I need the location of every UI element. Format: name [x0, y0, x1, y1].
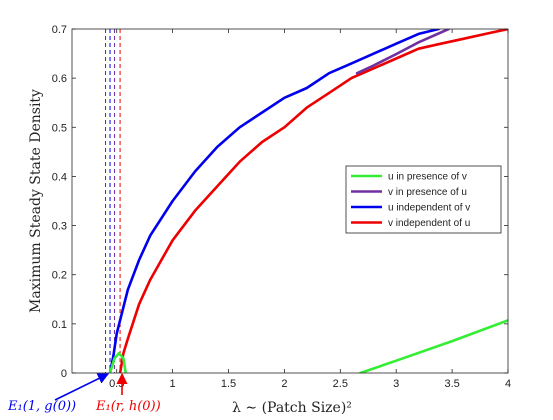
- x-tick-label: 1.5: [221, 378, 236, 390]
- y-tick-label: 0.3: [52, 221, 67, 233]
- y-tick-label: 0.5: [52, 122, 67, 134]
- series-line-v-in-presence-of-u: [355, 29, 451, 75]
- legend-label-v-independent-of-u: v independent of u: [388, 218, 470, 229]
- y-tick-label: 0.1: [52, 319, 67, 331]
- vertical-reference-lines: [105, 29, 121, 373]
- y-tick-label: 0: [61, 368, 67, 380]
- y-tick-label: 0.2: [52, 270, 67, 282]
- legend-label-u-independent-of-v: u independent of v: [388, 203, 470, 214]
- x-tick-label: 3: [393, 378, 399, 390]
- y-axis-label: Maximum Steady State Density: [28, 89, 44, 313]
- series-line-u-in-presence-of-v: [108, 319, 508, 373]
- x-tick-label: 4: [505, 378, 511, 390]
- y-axis-ticks: 0 0.1 0.2 0.3 0.4 0.5 0.6 0.7: [52, 24, 508, 380]
- series-lines: [108, 29, 508, 373]
- x-tick-label: 1: [170, 378, 176, 390]
- legend-label-v-in-presence-of-u: v in presence of u: [388, 187, 467, 198]
- x-tick-label: 2.5: [333, 378, 348, 390]
- y-tick-label: 0.7: [52, 24, 67, 36]
- annotation-arrow-blue: [54, 373, 110, 401]
- legend-label-u-in-presence-of-v: u in presence of v: [388, 172, 467, 183]
- plot-area-frame: [71, 28, 509, 374]
- y-tick-label: 0.6: [52, 73, 67, 85]
- y-tick-label: 0.4: [52, 171, 67, 183]
- annotation-label-blue: E₁(1, g(0)): [7, 399, 76, 414]
- x-axis-label: λ ∼ (Patch Size)²: [232, 400, 352, 416]
- x-tick-label: 3.5: [444, 378, 459, 390]
- series-line-v-independent-of-u: [118, 29, 508, 373]
- legend: u in presence of v v in presence of u u in…: [345, 165, 502, 234]
- annotation-label-red: E₁(r, h(0)): [95, 399, 161, 414]
- annotations: E₁(1, g(0)) E₁(r, h(0)): [7, 372, 161, 414]
- series-line-u-independent-of-v: [108, 29, 441, 373]
- x-tick-label: 2: [281, 378, 287, 390]
